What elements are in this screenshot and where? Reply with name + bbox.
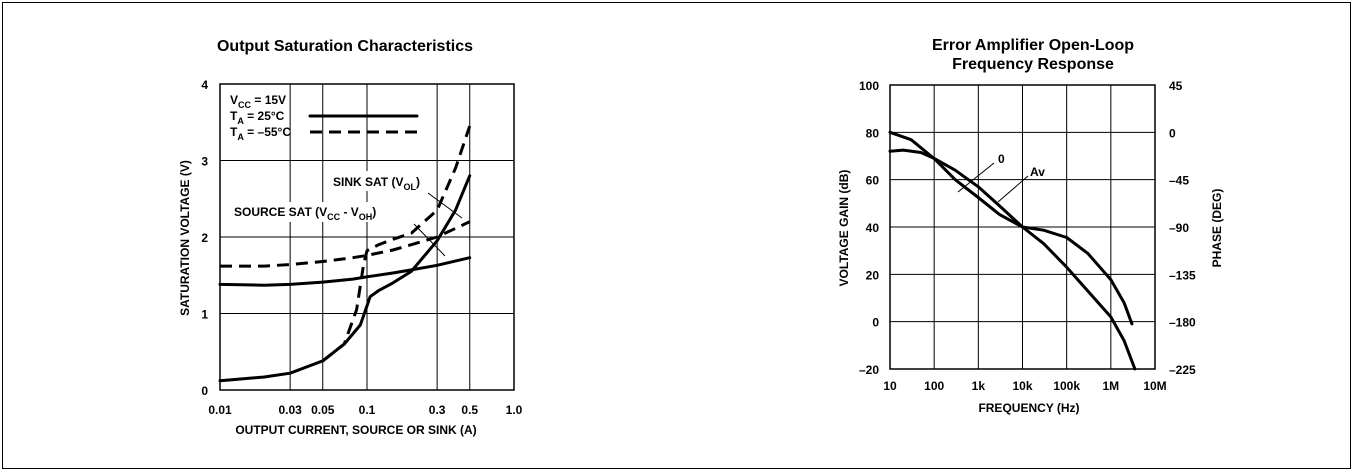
chart1-x-tick-label: 1.0 <box>506 403 523 417</box>
chart1-x-tick-labels: 0.01 0.03 0.05 0.1 0.3 0.5 1.0 <box>208 403 522 417</box>
chart2-phase-curve <box>888 130 1134 326</box>
phase-curve-label: 0 <box>998 152 1005 166</box>
chart2-x-tick-label: 1k <box>972 379 986 393</box>
chart1-legend: VCC = 15V TA = 25°C TA = –55°C <box>230 93 420 142</box>
chart2-x-tick-label: 1M <box>1102 379 1119 393</box>
chart2-y2-tick-label: –180 <box>1169 316 1196 330</box>
chart1-plot-frame <box>219 83 515 391</box>
chart2-y2-tick-label: –90 <box>1169 221 1189 235</box>
chart2-y-tick-label: 80 <box>866 126 880 140</box>
chart2-title-line1: Error Amplifier Open-Loop <box>932 37 1134 54</box>
chart1-x-tick-label: 0.5 <box>461 403 478 417</box>
legend-ta25-text: TA = 25°C <box>230 109 285 126</box>
chart2-curves <box>888 130 1137 371</box>
chart2-x-tick-labels: 10 100 1k 10k 100k 1M 10M <box>883 379 1166 393</box>
chart1-y-tick-label: 1 <box>201 308 208 322</box>
chart2-y-tick-labels: –20 0 20 40 60 80 100 <box>859 79 879 377</box>
chart1-y-tick-labels: 0 1 2 3 4 <box>201 78 208 398</box>
chart2-y-tick-label: 40 <box>866 221 880 235</box>
chart1-x-tick-label: 0.03 <box>278 403 302 417</box>
chart2-y-tick-label: 0 <box>872 316 879 330</box>
source-sat-label: SOURCE SAT (VCC - VOH) <box>234 205 376 222</box>
chart1-series-source-room <box>218 256 472 287</box>
sink-pointer-line <box>427 192 463 219</box>
chart2-gain-curve <box>888 148 1137 371</box>
chart2-x-tick-label: 10k <box>1012 379 1032 393</box>
chart1-x-tick-label: 0.1 <box>359 403 376 417</box>
chart2-x-tick-label: 10M <box>1143 379 1166 393</box>
chart2-y2-tick-label: 0 <box>1169 126 1176 140</box>
chart2-plot-frame <box>889 84 1156 370</box>
chart1-series-source-cold <box>220 220 471 268</box>
chart1-series-sink-cold <box>321 125 472 363</box>
chart2-y2-tick-label: –135 <box>1169 268 1196 282</box>
chart2-y2-axis-label: PHASE (DEG) <box>1210 189 1224 268</box>
chart2-y2-tick-label: –225 <box>1169 363 1196 377</box>
chart1-y-axis-label: SATURATION VOLTAGE (V) <box>178 160 192 316</box>
chart1-y-tick-label: 0 <box>201 384 208 398</box>
chart1-y-tick-label: 2 <box>201 231 208 245</box>
phase-pointer-line <box>957 162 995 193</box>
chart-output-saturation: Output Saturation Characteristics 0.01 0.… <box>178 38 523 437</box>
chart2-y2-tick-labels: –225 –180 –135 –90 –45 0 45 <box>1169 79 1196 377</box>
chart1-x-axis-label: OUTPUT CURRENT, SOURCE OR SINK (A) <box>235 423 476 437</box>
chart2-x-tick-label: 10 <box>883 379 897 393</box>
chart2-y2-tick-label: 45 <box>1169 79 1183 93</box>
chart2-x-tick-label: 100 <box>924 379 944 393</box>
chart2-y-tick-label: –20 <box>859 363 879 377</box>
chart1-series-sink-room <box>218 174 472 383</box>
chart2-x-tick-label: 100k <box>1053 379 1080 393</box>
chart2-y2-tick-label: –45 <box>1169 174 1189 188</box>
chart2-x-axis-label: FREQUENCY (Hz) <box>978 401 1079 415</box>
chart2-y-tick-label: 100 <box>859 79 879 93</box>
chart2-title-line2: Frequency Response <box>952 56 1114 73</box>
gain-curve-label: Av <box>1030 165 1045 179</box>
sink-label-bg <box>330 171 422 191</box>
chart1-x-tick-label: 0.05 <box>311 403 335 417</box>
chart1-title: Output Saturation Characteristics <box>217 38 473 55</box>
chart1-y-tick-label: 4 <box>201 78 208 92</box>
chart2-y-axis-label: VOLTAGE GAIN (dB) <box>837 170 851 287</box>
gain-pointer-line <box>997 175 1029 203</box>
sink-sat-label: SINK SAT (VOL) <box>333 175 420 192</box>
legend-vcc-text: VCC = 15V <box>230 93 286 110</box>
chart2-y-tick-label: 60 <box>866 174 880 188</box>
chart1-y-tick-label: 3 <box>201 155 208 169</box>
chart1-x-tick-label: 0.01 <box>208 403 232 417</box>
chart1-curves <box>218 125 472 383</box>
chart1-x-tick-label: 0.3 <box>429 403 446 417</box>
legend-ta55-text: TA = –55°C <box>230 125 291 142</box>
chart2-y-tick-label: 20 <box>866 268 880 282</box>
chart-error-amplifier: Error Amplifier Open-Loop Frequency Resp… <box>837 37 1224 415</box>
source-label-bg <box>232 202 428 222</box>
